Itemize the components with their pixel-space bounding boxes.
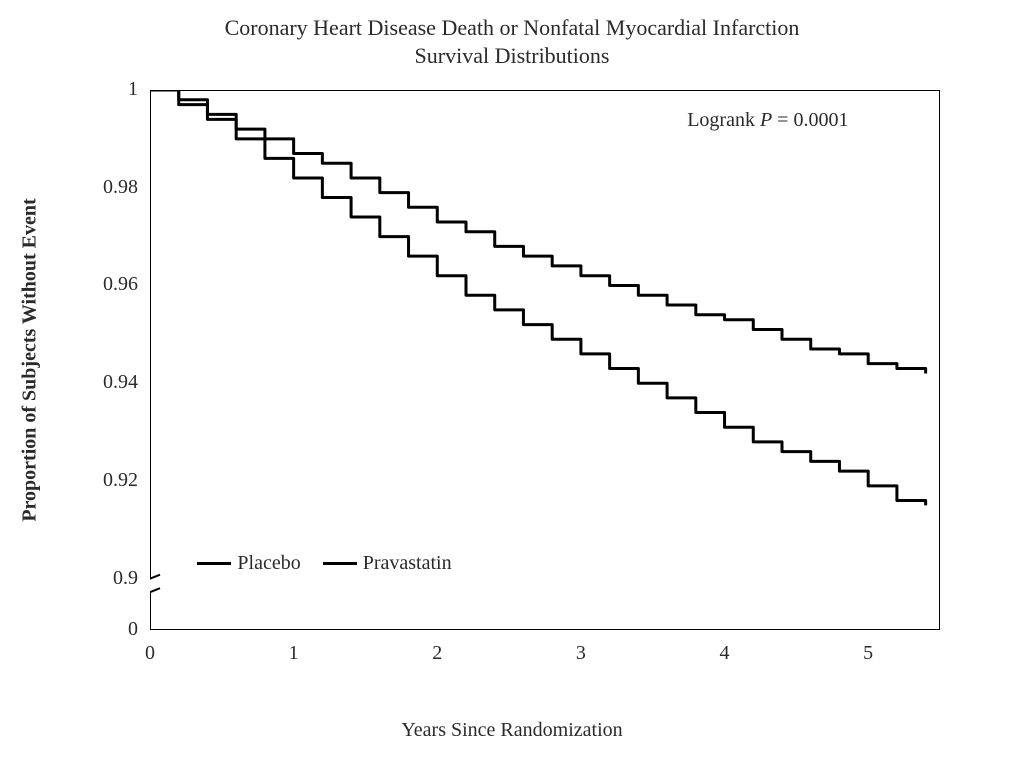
x-tick-label: 3 xyxy=(561,642,601,665)
legend-swatch xyxy=(323,562,357,565)
series-placebo xyxy=(150,90,926,505)
y-axis-label: Proportion of Subjects Without Event xyxy=(19,198,42,521)
y-tick-label: 1 xyxy=(78,78,138,101)
annotation-text: Logrank P = 0.0001 xyxy=(687,109,848,132)
legend: Placebo Pravastatin xyxy=(197,552,451,575)
curves-svg xyxy=(150,90,940,630)
legend-label: Pravastatin xyxy=(363,552,452,575)
chart-title: Coronary Heart Disease Death or Nonfatal… xyxy=(0,14,1024,69)
y-tick-label: 0.9 xyxy=(78,567,138,590)
legend-label: Placebo xyxy=(237,552,300,575)
x-tick-label: 1 xyxy=(274,642,314,665)
series-pravastatin xyxy=(150,90,926,373)
x-tick-label: 0 xyxy=(130,642,170,665)
y-tick-label: 0.92 xyxy=(78,469,138,492)
x-tick-label: 5 xyxy=(848,642,888,665)
y-tick-label: 0.98 xyxy=(78,176,138,199)
x-tick-label: 4 xyxy=(705,642,745,665)
x-axis-label: Years Since Randomization xyxy=(0,719,1024,742)
plot-area: 00.90.920.940.960.981 012345 Logrank P =… xyxy=(150,90,940,630)
chart-container: Coronary Heart Disease Death or Nonfatal… xyxy=(0,0,1024,768)
y-tick-label: 0 xyxy=(78,618,138,641)
y-tick-label: 0.96 xyxy=(78,273,138,296)
y-tick-label: 0.94 xyxy=(78,371,138,394)
x-tick-label: 2 xyxy=(417,642,457,665)
legend-swatch xyxy=(197,562,231,565)
